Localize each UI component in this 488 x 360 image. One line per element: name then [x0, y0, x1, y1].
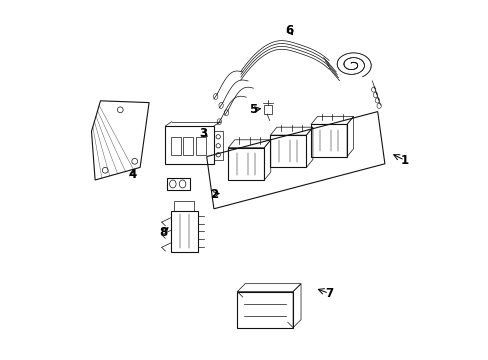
- Text: 8: 8: [159, 226, 167, 239]
- Bar: [237, 292, 292, 328]
- Text: 4: 4: [128, 168, 137, 181]
- Bar: [170, 211, 197, 252]
- Text: 2: 2: [209, 188, 218, 201]
- Bar: [170, 137, 181, 155]
- Text: 1: 1: [400, 154, 408, 167]
- Bar: [183, 137, 193, 155]
- Text: 6: 6: [285, 24, 293, 37]
- Bar: [165, 126, 213, 164]
- Text: 7: 7: [325, 287, 332, 300]
- Bar: [264, 105, 272, 114]
- Bar: [167, 178, 190, 190]
- Bar: [196, 137, 205, 155]
- Bar: [213, 131, 223, 160]
- Text: 5: 5: [249, 103, 257, 116]
- Bar: [174, 201, 194, 211]
- Text: 3: 3: [199, 127, 207, 140]
